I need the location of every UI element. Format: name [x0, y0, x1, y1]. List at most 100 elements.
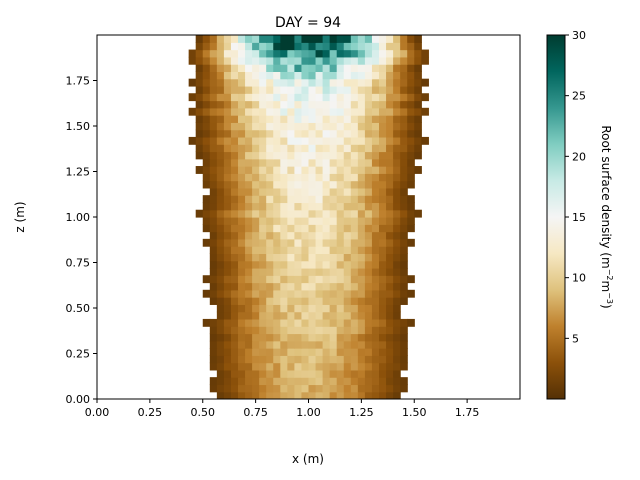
heatmap-cell	[371, 202, 380, 211]
heatmap-cell	[400, 144, 408, 153]
heatmap-cell	[393, 93, 401, 102]
heatmap-cell	[223, 136, 232, 145]
heatmap-cell	[209, 180, 218, 189]
heatmap-cell	[329, 107, 338, 116]
heatmap-cell	[336, 377, 345, 386]
heatmap-cell	[371, 85, 380, 94]
heatmap-cell	[209, 260, 218, 269]
heatmap-cell	[301, 377, 310, 386]
heatmap-cell	[322, 231, 331, 240]
heatmap-cell	[252, 35, 260, 43]
heatmap-cell	[379, 304, 387, 313]
heatmap-cell	[336, 326, 345, 335]
heatmap-cell	[322, 253, 331, 262]
heatmap-cell	[350, 85, 359, 94]
heatmap-cell	[308, 85, 317, 94]
heatmap-cell	[371, 377, 380, 386]
heatmap-cell	[407, 78, 415, 87]
heatmap-cell	[322, 391, 331, 399]
heatmap-cell	[209, 297, 218, 305]
heatmap-cell	[259, 253, 267, 262]
heatmap-cell	[301, 166, 310, 174]
heatmap-cell	[343, 246, 352, 254]
heatmap-cell	[259, 202, 267, 211]
heatmap-cell	[287, 93, 295, 102]
heatmap-cell	[364, 107, 373, 116]
heatmap-cell	[343, 340, 352, 349]
heatmap-cell	[273, 115, 281, 123]
heatmap-cell	[350, 35, 359, 43]
heatmap-cell	[230, 304, 239, 313]
heatmap-cell	[238, 231, 246, 240]
heatmap-cell	[407, 49, 415, 58]
heatmap-cell	[386, 348, 394, 356]
heatmap-cell	[259, 369, 267, 378]
heatmap-cell	[223, 333, 232, 342]
heatmap-cell	[336, 391, 345, 399]
heatmap-cell	[357, 122, 366, 131]
heatmap-cell	[280, 326, 288, 335]
heatmap-cell	[266, 35, 274, 43]
heatmap-cell	[287, 64, 295, 72]
heatmap-cell	[280, 253, 288, 262]
heatmap-cell	[273, 107, 281, 116]
heatmap-cell	[238, 180, 246, 189]
heatmap-cell	[343, 275, 352, 284]
heatmap-cell	[386, 202, 394, 211]
heatmap-cell	[379, 187, 387, 196]
heatmap-cell	[230, 311, 239, 320]
heatmap-cell	[230, 136, 239, 145]
heatmap-cell	[407, 318, 415, 327]
heatmap-cell	[343, 217, 352, 225]
heatmap-cell	[209, 275, 218, 284]
heatmap-cell	[287, 100, 295, 109]
heatmap-cell	[386, 35, 394, 43]
heatmap-cell	[357, 100, 366, 109]
heatmap-cell	[357, 173, 366, 182]
heatmap-cell	[379, 35, 387, 43]
heatmap-cell	[364, 384, 373, 393]
heatmap-cell	[407, 107, 415, 116]
heatmap-cell	[294, 122, 303, 131]
heatmap-cell	[273, 391, 281, 399]
heatmap-cell	[209, 231, 218, 240]
heatmap-cell	[216, 195, 225, 204]
heatmap-cell	[371, 144, 380, 153]
heatmap-cell	[308, 362, 317, 371]
heatmap-cell	[393, 49, 401, 58]
heatmap-cell	[336, 187, 345, 196]
heatmap-cell	[259, 297, 267, 305]
heatmap-cell	[364, 326, 373, 335]
heatmap-cell	[238, 42, 246, 51]
heatmap-cell	[371, 64, 380, 72]
heatmap-cell	[357, 340, 366, 349]
heatmap-cell	[371, 100, 380, 109]
heatmap-cell	[202, 107, 211, 116]
heatmap-cell	[329, 56, 338, 65]
heatmap-cell	[322, 362, 331, 371]
heatmap-cell	[400, 129, 408, 138]
heatmap-cell	[252, 56, 260, 65]
heatmap-cell	[329, 289, 338, 298]
heatmap-cell	[280, 297, 288, 305]
heatmap-cell	[350, 333, 359, 342]
heatmap-cell	[287, 318, 295, 327]
heatmap-cell	[400, 282, 408, 291]
heatmap-cell	[393, 115, 401, 123]
x-tick-label: 0.00	[85, 406, 110, 419]
heatmap-cell	[329, 238, 338, 247]
heatmap-cell	[379, 64, 387, 72]
heatmap-cell	[245, 136, 253, 145]
heatmap-cell	[238, 64, 246, 72]
heatmap-cell	[209, 49, 218, 58]
heatmap-cell	[287, 238, 295, 247]
heatmap-cell	[364, 35, 373, 43]
heatmap-cell	[230, 93, 239, 102]
heatmap-cell	[195, 35, 204, 43]
heatmap-cell	[230, 187, 239, 196]
heatmap-cell	[343, 195, 352, 204]
heatmap-cell	[386, 49, 394, 58]
heatmap-cell	[343, 318, 352, 327]
heatmap-cell	[216, 35, 225, 43]
